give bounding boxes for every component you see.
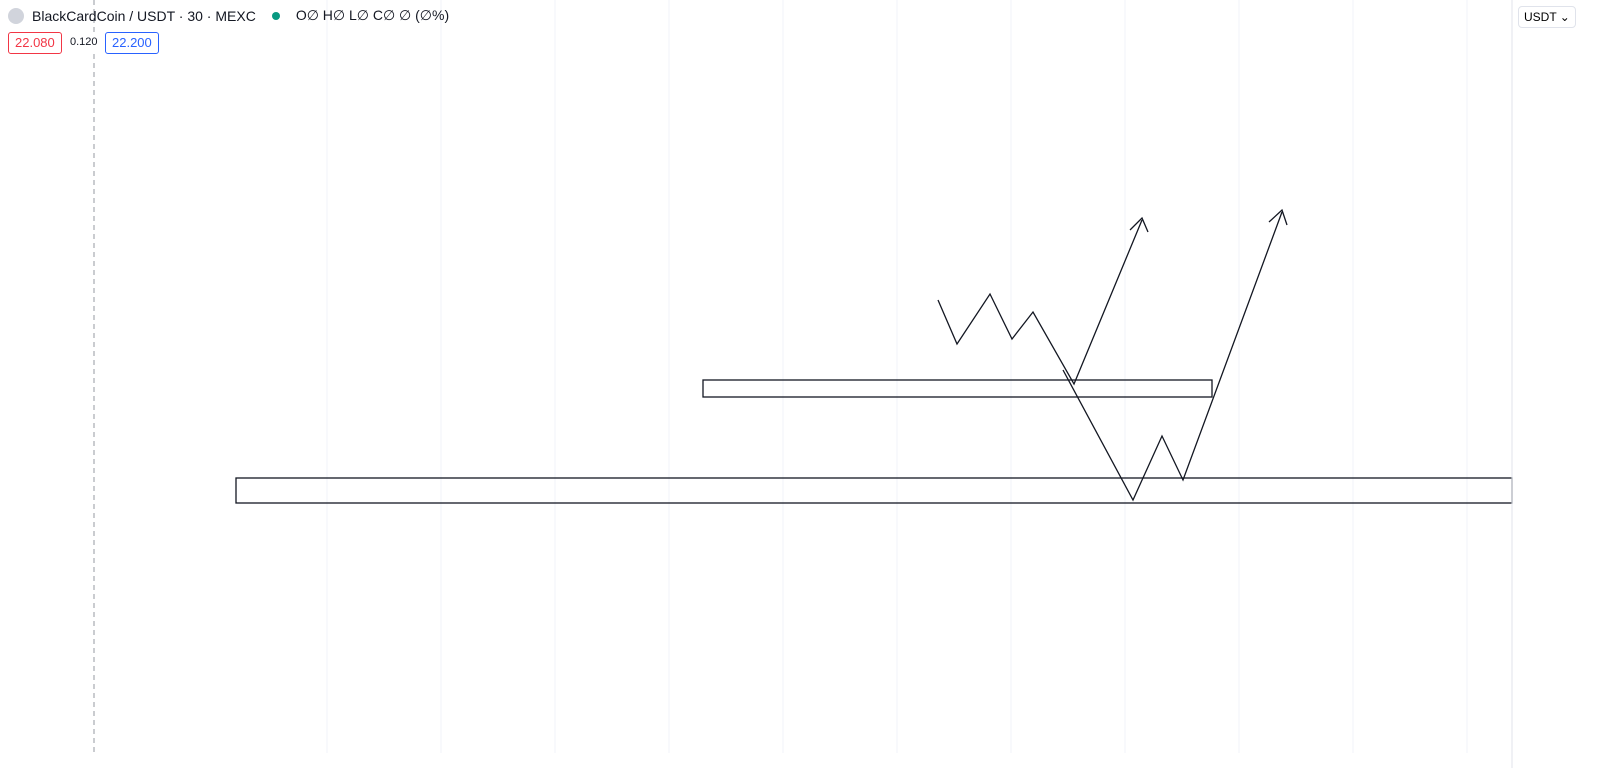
status-dot [271,11,280,20]
drawings [235,208,1513,504]
time-grid [326,0,1468,753]
sell-button[interactable]: 22.080 [8,32,62,54]
buy-button[interactable]: 22.200 [105,32,159,54]
symbol[interactable]: BlackCardCoin / USDT · 30 · MEXC [32,7,256,24]
symbol-icon [8,7,24,24]
currency-button[interactable]: USDT ⌄ [1518,6,1576,28]
spread: 0.120 [64,32,104,52]
currency: USDT [1524,10,1557,24]
ohlc-values: O∅ H∅ L∅ C∅ ∅ (∅%) [295,7,450,23]
legend: BlackCardCoin / USDT · 30 · MEXC O∅ H∅ L… [8,7,449,24]
